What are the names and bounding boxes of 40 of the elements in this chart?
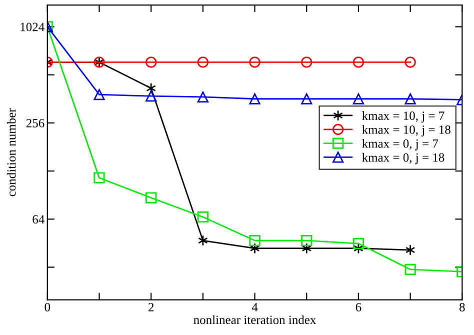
point <box>404 264 416 275</box>
point <box>301 93 312 104</box>
legend-label: kmax = 10, j = 18 <box>362 125 450 136</box>
point <box>198 234 208 246</box>
point <box>352 56 364 68</box>
x-tick-label: 6 <box>356 303 362 312</box>
point <box>146 90 157 102</box>
y-axis-title: condition number <box>6 108 16 196</box>
x-axis-title: nonlinear iteration index <box>194 315 316 324</box>
point <box>405 244 416 256</box>
point <box>302 242 312 254</box>
legend-label: kmax = 0, j = 7 <box>362 139 438 150</box>
y-tick-label: 256 <box>26 118 44 128</box>
x-tick-label: 0 <box>44 302 50 312</box>
point <box>404 93 416 104</box>
x-tick-label: 8 <box>460 302 465 312</box>
point <box>146 82 156 94</box>
y-tick-label: 1024 <box>20 22 44 32</box>
point <box>146 192 157 204</box>
y-tick-label: 64 <box>32 215 44 224</box>
point <box>94 172 105 184</box>
point <box>197 56 208 68</box>
point <box>250 242 260 254</box>
point <box>352 93 364 104</box>
point <box>197 91 208 103</box>
point <box>301 234 312 246</box>
legend-label: kmax = 10, j = 7 <box>362 111 444 123</box>
point <box>249 93 260 104</box>
x-tick-label: 2 <box>148 303 154 312</box>
point <box>354 242 364 254</box>
point <box>301 56 312 68</box>
point <box>352 238 364 250</box>
x-tick-label: 4 <box>252 303 258 312</box>
point <box>249 234 260 246</box>
point <box>197 211 208 223</box>
point <box>146 56 157 68</box>
point <box>249 56 260 68</box>
legend-label: kmax = 0, j = 18 <box>362 152 444 164</box>
point <box>94 89 105 100</box>
point <box>404 56 416 68</box>
